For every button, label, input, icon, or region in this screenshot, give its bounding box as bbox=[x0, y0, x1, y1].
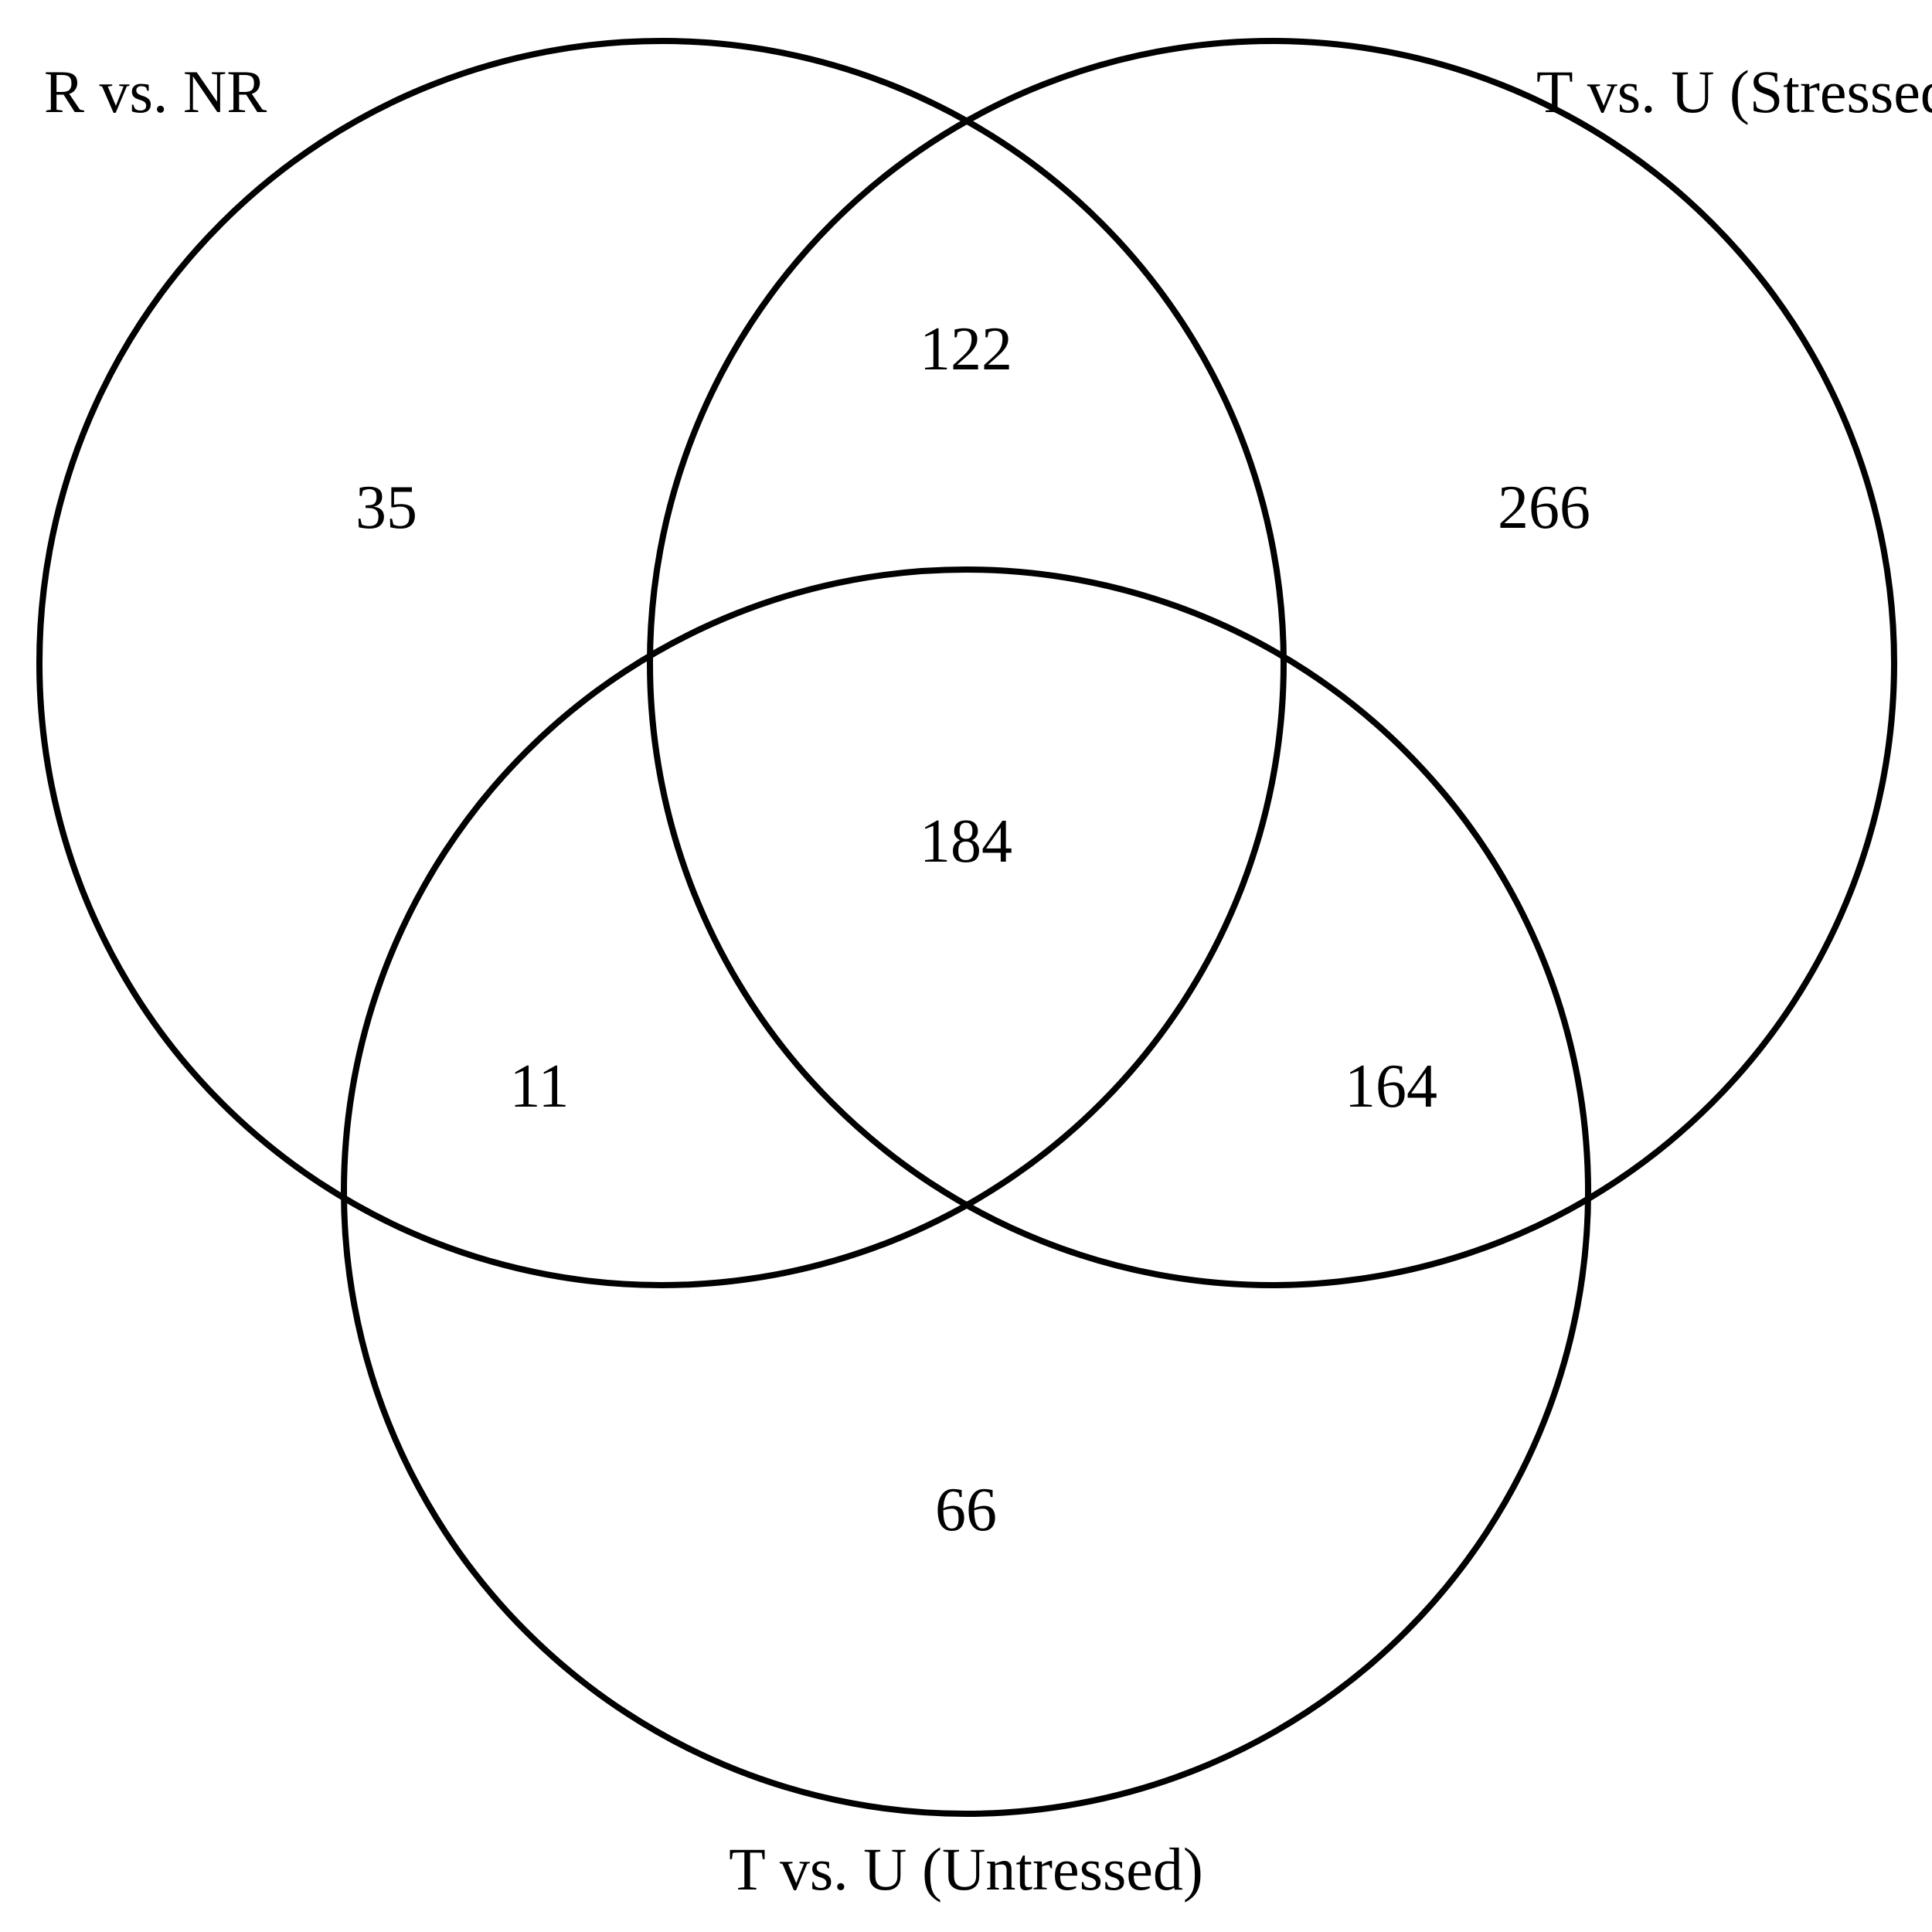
region-count-stressed-and-untressed: 164 bbox=[1345, 1053, 1437, 1121]
region-count-r-vs-nr-and-untressed: 11 bbox=[509, 1053, 569, 1121]
region-count-untressed-only: 66 bbox=[935, 1476, 997, 1544]
set-label-t-vs-u-untressed: T vs. U (Untressed) bbox=[729, 1835, 1203, 1903]
set-label-r-vs-nr: R vs. NR bbox=[44, 58, 267, 125]
circle-t-vs-u-stressed bbox=[647, 38, 1897, 1288]
set-label-t-vs-u-stressed: T vs. U (Stressed) bbox=[1536, 58, 1932, 125]
region-count-all-three: 184 bbox=[920, 808, 1012, 876]
region-count-stressed-only: 266 bbox=[1498, 474, 1590, 542]
region-count-r-vs-nr-and-stressed: 122 bbox=[920, 315, 1012, 383]
circle-r-vs-nr bbox=[36, 38, 1287, 1288]
circle-t-vs-u-untressed bbox=[341, 566, 1591, 1817]
region-count-r-vs-nr-only: 35 bbox=[355, 474, 417, 542]
